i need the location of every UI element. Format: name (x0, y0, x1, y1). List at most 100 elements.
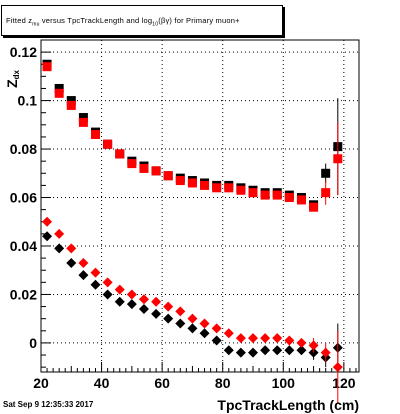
chart-title: Fitted zmu versus TpcTrackLength and log… (6, 16, 240, 28)
data-point-diamond (284, 335, 295, 346)
data-point-diamond (54, 228, 65, 239)
data-point-square (78, 117, 88, 127)
data-point-diamond (54, 243, 65, 254)
data-point-square (151, 166, 161, 176)
y-axis-title: Zdx (4, 69, 21, 87)
data-point-square (78, 113, 88, 123)
data-point-diamond (138, 303, 149, 314)
data-point-diamond (296, 337, 307, 348)
data-point-diamond (90, 267, 101, 278)
data-point-square (284, 193, 294, 203)
y-tick-label: 0.1 (18, 93, 38, 109)
x-tick-label: 40 (94, 375, 110, 391)
plot-frame (40, 39, 360, 373)
grid-lines (41, 40, 359, 372)
data-point-diamond (126, 289, 137, 300)
data-point-square (224, 183, 234, 193)
y-tick-label: 0.06 (10, 190, 37, 206)
data-point-diamond (320, 347, 331, 358)
data-point-diamond (248, 333, 258, 344)
data-point-diamond (151, 308, 162, 319)
data-point-diamond (163, 313, 174, 324)
data-point-diamond (66, 243, 77, 254)
data-point-diamond (175, 306, 186, 317)
data-point-square (54, 88, 64, 98)
x-tick-label: 80 (215, 375, 231, 391)
data-point-square (66, 100, 76, 110)
data-point-square (212, 183, 222, 193)
data-point-square (272, 190, 282, 200)
timestamp: Sat Sep 9 12:35:33 2017 (3, 400, 94, 409)
data-point-square (200, 180, 210, 190)
data-point-diamond (260, 333, 271, 344)
data-point-diamond (114, 296, 125, 307)
data-point-diamond (260, 345, 271, 356)
data-point-square (333, 154, 343, 164)
data-point-diamond (308, 340, 319, 351)
data-point-diamond (102, 289, 113, 300)
y-tick-label: 0.02 (10, 286, 37, 302)
axis-ticks: 20 40 60 80 100 120 0 0.02 0.04 0.06 0.08 0.1 0.12 (10, 39, 357, 391)
x-tick-label: 120 (332, 375, 356, 391)
y-tick-label: 0.12 (10, 44, 37, 60)
data-point-diamond (187, 313, 198, 324)
x-axis-title: TpcTrackLength (cm) (217, 397, 359, 413)
data-point-diamond (42, 216, 53, 227)
data-point-diamond (102, 277, 113, 288)
data-point-diamond (248, 347, 258, 358)
data-point-square (321, 188, 331, 198)
data-point-diamond (223, 345, 234, 356)
data-point-square (103, 139, 113, 149)
data-point-diamond (272, 345, 283, 356)
y-tick-label: 0 (29, 335, 37, 351)
data-point-square (236, 185, 246, 195)
data-point-diamond (175, 318, 186, 329)
plot-border (40, 39, 360, 373)
data-point-diamond (199, 328, 210, 339)
data-point-square (91, 130, 101, 140)
data-point-diamond (90, 279, 101, 290)
data-point-diamond (78, 270, 89, 281)
y-tick-label: 0.08 (10, 141, 37, 157)
x-tick-label: 20 (33, 375, 49, 391)
data-point-diamond (211, 323, 222, 334)
data-point-square (321, 168, 331, 178)
data-point-square (296, 195, 306, 205)
data-point-diamond (151, 296, 162, 307)
data-point-square (139, 163, 149, 173)
data-point-square (115, 149, 125, 159)
x-tick-label: 60 (154, 375, 170, 391)
data-point-diamond (211, 335, 222, 346)
data-point-square (66, 96, 76, 106)
data-point-diamond (296, 345, 307, 356)
data-point-diamond (138, 294, 149, 305)
data-point-diamond (114, 284, 125, 295)
data-points (42, 59, 343, 404)
data-point-square (187, 178, 197, 188)
data-point-square (163, 171, 173, 181)
data-point-square (54, 83, 64, 93)
x-tick-label: 100 (272, 375, 296, 391)
data-point-square (175, 176, 185, 186)
data-point-diamond (272, 333, 283, 344)
data-point-diamond (42, 231, 53, 242)
data-point-square (127, 159, 137, 169)
data-point-diamond (187, 323, 198, 334)
data-point-square (309, 202, 319, 212)
data-point-diamond (199, 318, 210, 329)
data-point-diamond (235, 347, 246, 358)
data-point-diamond (66, 257, 77, 268)
data-point-diamond (284, 345, 295, 356)
data-point-diamond (223, 328, 234, 339)
data-point-diamond (235, 333, 246, 344)
y-tick-label: 0.04 (10, 238, 37, 254)
data-point-diamond (163, 301, 174, 312)
data-point-diamond (332, 362, 343, 373)
data-point-diamond (126, 299, 137, 310)
data-point-square (260, 190, 270, 200)
data-point-square (42, 62, 52, 72)
data-point-diamond (78, 257, 89, 268)
chart-title-box: Fitted zmu versus TpcTrackLength and log… (1, 5, 283, 36)
data-point-square (248, 188, 258, 198)
